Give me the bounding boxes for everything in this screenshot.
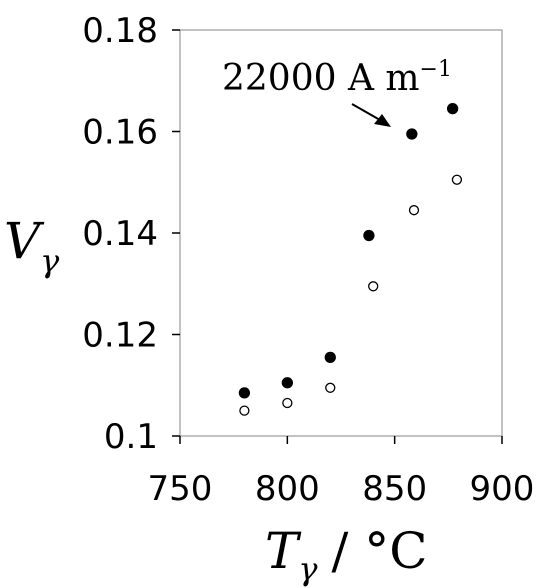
y-tick-label: 0.18 — [82, 11, 158, 51]
x-axis-ticks: 750 800 850 900 — [148, 436, 535, 509]
open-data-point — [282, 397, 293, 409]
filled-data-point — [363, 229, 375, 242]
y-tick-label: 0.1 — [104, 417, 158, 457]
x-tick-label: 750 — [148, 469, 213, 509]
filled-data-point — [406, 128, 418, 140]
y-tick-label: 0.16 — [82, 113, 158, 153]
open-data-point — [408, 205, 420, 216]
filled-data-point — [281, 377, 293, 389]
annotation-arrow — [351, 103, 381, 121]
open-data-point — [325, 382, 336, 393]
data-points — [238, 103, 463, 416]
y-axis-ticks: 0.1 0.12 0.14 0.16 0.18 — [82, 11, 180, 457]
x-tick-label: 900 — [470, 469, 535, 509]
y-axis-label: Vγ — [4, 212, 60, 280]
x-tick-label: 850 — [362, 469, 427, 509]
x-tick-label: 800 — [255, 469, 320, 509]
x-axis-label: Tγ / °C — [265, 522, 427, 588]
open-data-point — [368, 281, 379, 292]
open-data-point — [451, 174, 463, 185]
filled-data-point — [446, 103, 459, 115]
filled-data-point — [324, 351, 336, 363]
annotation-label: 22000 A m−1 — [222, 57, 452, 99]
y-tick-label: 0.12 — [82, 316, 158, 356]
annotation-arrowhead — [374, 114, 391, 127]
filled-data-point — [238, 387, 251, 399]
y-tick-label: 0.14 — [82, 214, 158, 254]
open-data-point — [239, 405, 250, 416]
